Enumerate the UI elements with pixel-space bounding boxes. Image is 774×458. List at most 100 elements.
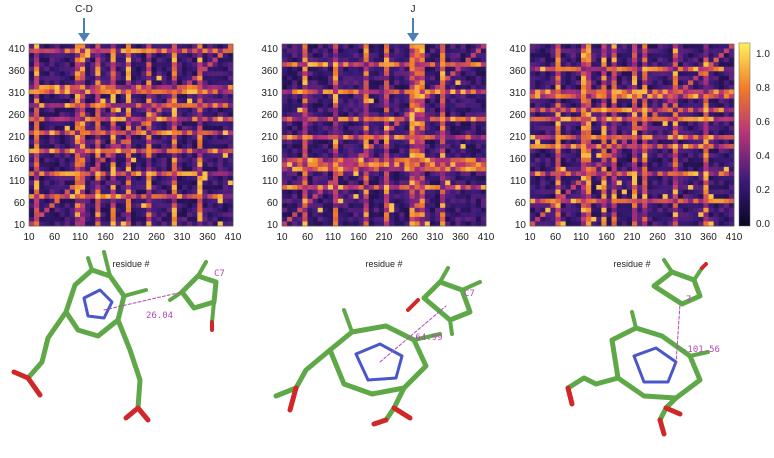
heatmap-cell: [171, 144, 178, 149]
heatmap-cell: [192, 139, 198, 145]
heatmap-cell: [378, 221, 385, 227]
heatmap-cell: [384, 212, 390, 218]
heatmap-cell: [333, 94, 339, 99]
heatmap-cell: [212, 157, 218, 163]
heatmap-cell: [647, 116, 653, 122]
heatmap-cell: [591, 144, 597, 149]
heatmap-cell: [698, 44, 704, 49]
heatmap-cell: [322, 48, 329, 54]
heatmap-cell: [327, 89, 334, 95]
heatmap-cell: [575, 103, 582, 108]
heatmap-cell: [545, 144, 551, 149]
heatmap-cell: [287, 180, 293, 186]
heatmap-cell: [100, 148, 106, 154]
heatmap-cell: [455, 62, 461, 68]
heatmap-cell: [540, 98, 546, 104]
heatmap-cell: [632, 80, 638, 86]
heatmap-cell: [657, 94, 663, 99]
heatmap-cell: [550, 221, 556, 227]
x-tick-label: 310: [675, 232, 692, 243]
heatmap-cell: [182, 144, 188, 149]
heatmap-cell: [555, 44, 561, 49]
heatmap-cell: [657, 157, 663, 163]
heatmap-cell: [368, 44, 375, 49]
heatmap-cell: [146, 198, 152, 204]
heatmap-cell: [470, 203, 477, 209]
heatmap-cell: [637, 166, 643, 172]
heatmap-cell: [621, 48, 628, 54]
heatmap-cell: [176, 221, 183, 227]
heatmap-cell: [322, 130, 329, 136]
heatmap-cell: [85, 135, 91, 140]
heatmap-cell: [530, 62, 536, 68]
heatmap-cell: [703, 89, 709, 95]
y-tick-label: 110: [262, 176, 278, 187]
heatmap-cell: [672, 153, 679, 159]
heatmap-cell: [74, 121, 81, 127]
heatmap-cell: [389, 130, 395, 136]
heatmap-cell: [125, 216, 132, 222]
heatmap-cell: [95, 171, 101, 177]
x-tick-label: 260: [401, 232, 418, 243]
heatmap-cell: [115, 221, 122, 227]
heatmap-cell: [555, 135, 561, 140]
heatmap-cell: [317, 53, 324, 58]
heatmap-cell: [419, 144, 426, 149]
heatmap-cell: [49, 162, 55, 168]
heatmap-cell: [384, 148, 390, 154]
heatmap-cell: [662, 84, 668, 90]
heatmap-cell: [703, 166, 709, 172]
heatmap-cell: [120, 94, 127, 99]
heatmap-cell: [718, 148, 725, 154]
heatmap-cell: [560, 80, 566, 86]
heatmap-cell: [440, 198, 446, 204]
heatmap-cell: [333, 153, 339, 159]
heatmap-cell: [192, 53, 198, 58]
heatmap-cell: [151, 71, 157, 77]
heatmap-cell: [287, 94, 293, 99]
heatmap-cell: [110, 94, 116, 99]
heatmap-cell: [450, 103, 456, 108]
heatmap-cell: [530, 71, 536, 77]
heatmap-cell: [708, 148, 714, 154]
heatmap-cell: [333, 180, 339, 186]
heatmap-cell: [187, 194, 193, 199]
heatmap-cell: [611, 98, 617, 104]
heatmap-cell: [621, 221, 628, 227]
heatmap-cell: [146, 194, 152, 199]
heatmap-cell: [187, 189, 193, 195]
heatmap-cell: [530, 57, 536, 63]
heatmap-cell: [171, 71, 178, 77]
heatmap-cell: [327, 166, 334, 172]
heatmap-cell: [125, 71, 132, 77]
heatmap-cell: [90, 153, 96, 159]
heatmap-cell: [550, 98, 556, 104]
heatmap-cell: [637, 84, 643, 90]
heatmap-cell: [115, 203, 122, 209]
heatmap-cell: [202, 71, 208, 77]
heatmap-cell: [475, 57, 482, 63]
heatmap-cell: [708, 103, 714, 108]
heatmap-cell: [217, 48, 224, 54]
heatmap-cell: [662, 166, 668, 172]
heatmap-cell: [565, 198, 572, 204]
heatmap-cell: [540, 57, 546, 63]
heatmap-cell: [302, 44, 308, 49]
heatmap-cell: [110, 89, 116, 95]
heatmap-cell: [373, 62, 380, 68]
heatmap-cell: [581, 171, 587, 177]
heatmap-cell: [642, 189, 648, 195]
heatmap-cell: [125, 103, 132, 108]
heatmap-cell: [470, 48, 477, 54]
heatmap-cell: [424, 71, 431, 77]
heatmap-cell: [460, 107, 466, 113]
heatmap-cell: [64, 71, 71, 77]
heatmap-cell: [698, 107, 704, 113]
heatmap-cell: [322, 139, 329, 145]
heatmap-cell: [394, 221, 400, 227]
heatmap-cell: [672, 57, 679, 63]
heatmap-cell: [282, 135, 288, 140]
heatmap-cell: [44, 198, 50, 204]
heatmap-cell: [530, 157, 536, 163]
y-tick-label: 210: [8, 132, 25, 143]
